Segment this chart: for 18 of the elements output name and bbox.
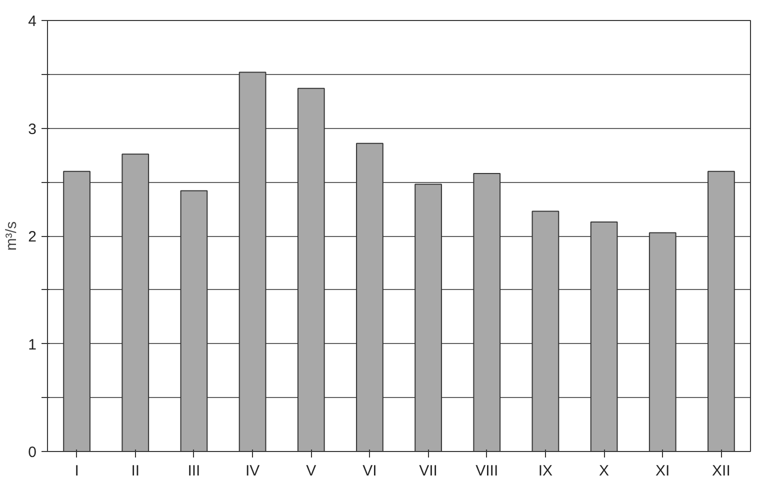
y-axis-title: m³/s (3, 221, 20, 251)
y-tick-label: 3 (28, 120, 36, 138)
x-tick-label: XI (656, 462, 670, 480)
y-tick-label: 0 (28, 444, 36, 461)
y-tick-label: 2 (28, 228, 36, 246)
x-tick-label: V (306, 462, 316, 480)
x-tick-label: IV (245, 462, 260, 480)
x-tick-label: IX (538, 462, 553, 480)
x-tick-label: VII (419, 462, 438, 480)
x-tick-label: II (131, 462, 140, 480)
x-tick-label: X (599, 462, 610, 480)
y-tick-label: 1 (28, 336, 36, 354)
x-tick-label: I (74, 462, 79, 480)
x-tick-label: III (188, 462, 200, 480)
x-tick-label: VI (362, 462, 377, 480)
x-tick-label: VIII (476, 462, 498, 480)
x-tick-label: XII (712, 462, 730, 480)
y-tick-label: 4 (28, 13, 36, 30)
